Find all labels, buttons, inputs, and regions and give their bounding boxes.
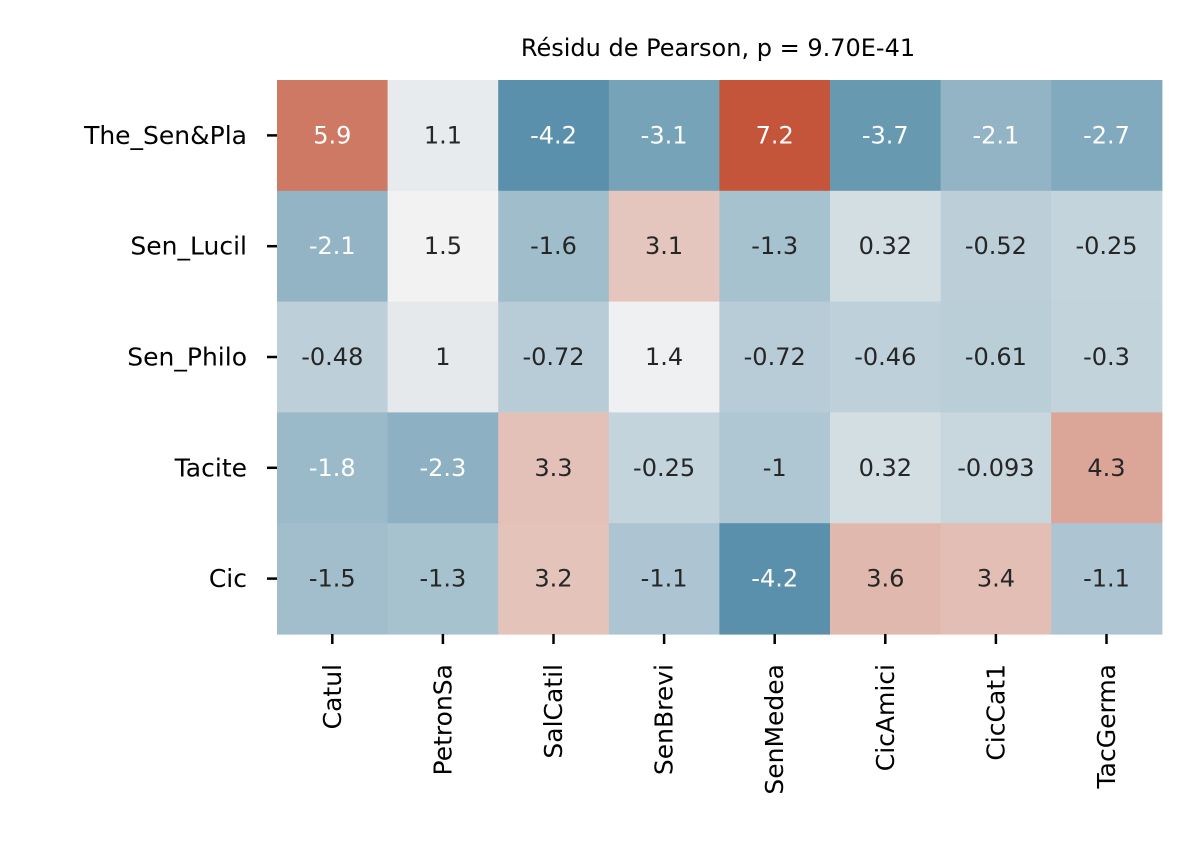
cell-value-label: 3.3 xyxy=(534,454,572,482)
heatmap-cell xyxy=(830,523,942,635)
cell-value-label: -0.25 xyxy=(633,454,695,482)
heatmap-cell xyxy=(608,412,720,524)
cell-value-label: 1.5 xyxy=(424,232,462,260)
heatmap-cell xyxy=(387,190,499,303)
heatmap-cell xyxy=(498,412,610,524)
heatmap-cell xyxy=(719,523,831,635)
heatmap-cell xyxy=(498,301,610,413)
heatmap-cell xyxy=(608,301,720,413)
cell-value-label: -1.3 xyxy=(419,565,466,593)
heatmap-cell xyxy=(940,301,1052,413)
heatmap-cell xyxy=(719,190,831,303)
heatmap-cell xyxy=(1051,412,1163,524)
heatmap-cell xyxy=(608,190,720,303)
cell-value-label: -0.25 xyxy=(1075,232,1137,260)
heatmap-cell xyxy=(608,80,720,192)
cell-value-label: 3.2 xyxy=(534,565,572,593)
row-labels: The_Sen&Pla Sen_Lucil Sen_Philo Tacite Cic xyxy=(83,121,277,593)
cell-value-label: -0.61 xyxy=(965,343,1027,371)
cell-value-label: -0.52 xyxy=(965,232,1027,260)
column-label: PetronSa xyxy=(428,664,457,775)
heatmap-cell xyxy=(940,412,1052,524)
cell-value-label: -0.3 xyxy=(1083,343,1130,371)
cell-value-label: -2.7 xyxy=(1083,121,1130,149)
heatmap-cell xyxy=(498,190,610,303)
heatmap-cell xyxy=(940,80,1052,192)
column-label: TacGerma xyxy=(1092,664,1121,789)
heatmap-cell xyxy=(940,190,1052,303)
cell-value-label: 1 xyxy=(435,343,450,371)
heatmap-cell xyxy=(498,523,610,635)
column-label: SalCatil xyxy=(539,664,568,759)
cell-value-label: -0.093 xyxy=(957,454,1034,482)
heatmap-cell xyxy=(1051,80,1163,192)
row-label: Sen_Lucil xyxy=(130,232,247,261)
column-label: SenMedea xyxy=(760,664,789,795)
cell-value-label: -1.1 xyxy=(641,565,688,593)
row-label: Sen_Philo xyxy=(127,343,247,372)
heatmap-cell xyxy=(608,523,720,635)
heatmap-cell xyxy=(830,301,942,413)
column-label: SenBrevi xyxy=(650,664,679,775)
heatmap-cell xyxy=(277,412,389,524)
heatmap-cell xyxy=(719,80,831,192)
heatmap-cell xyxy=(830,80,942,192)
cell-value-label: -1 xyxy=(763,454,787,482)
heatmap-cell xyxy=(830,190,942,303)
cell-value-label: -1.5 xyxy=(309,565,356,593)
cell-value-label: 3.4 xyxy=(977,565,1015,593)
column-label: CicAmici xyxy=(871,664,900,771)
heatmap-cell xyxy=(1051,190,1163,303)
cell-value-label: -1.8 xyxy=(309,454,356,482)
cell-value-label: 3.1 xyxy=(645,232,683,260)
cell-value-label: -4.2 xyxy=(751,565,798,593)
cell-value-label: -0.72 xyxy=(522,343,584,371)
cell-value-label: -0.72 xyxy=(744,343,806,371)
cell-value-label: -2.3 xyxy=(419,454,466,482)
heatmap-cell xyxy=(940,523,1052,635)
cell-value-label: -1.6 xyxy=(530,232,577,260)
cell-value-label: -2.1 xyxy=(309,232,356,260)
heatmap-cell xyxy=(719,412,831,524)
cell-value-label: 0.32 xyxy=(859,232,912,260)
heatmap-cell xyxy=(277,80,389,192)
heatmap-cell xyxy=(277,190,389,303)
cell-value-label: -1.1 xyxy=(1083,565,1130,593)
heatmap-cell xyxy=(277,523,389,635)
column-labels: Catul PetronSa SalCatil SenBrevi SenMedea Cic… xyxy=(318,634,1121,795)
heatmap-cell xyxy=(1051,301,1163,413)
heatmap-cell xyxy=(498,80,610,192)
heatmap-cell xyxy=(719,301,831,413)
cell-value-label: 1.4 xyxy=(645,343,683,371)
cell-value-label: 1.1 xyxy=(424,121,462,149)
cell-value-label: -3.7 xyxy=(862,121,909,149)
cell-value-label: 7.2 xyxy=(756,121,794,149)
cell-value-label: -0.46 xyxy=(854,343,916,371)
heatmap-cell xyxy=(1051,523,1163,635)
cell-value-label: -4.2 xyxy=(530,121,577,149)
heatmap-cell xyxy=(277,301,389,413)
cell-value-label: -1.3 xyxy=(751,232,798,260)
cell-value-label: -2.1 xyxy=(972,121,1019,149)
column-label: CicCat1 xyxy=(981,664,1010,761)
row-label: Cic xyxy=(209,564,247,593)
cell-value-label: -0.48 xyxy=(301,343,363,371)
cell-value-label: -3.1 xyxy=(641,121,688,149)
cell-value-label: 4.3 xyxy=(1087,454,1125,482)
heatmap-cell xyxy=(387,412,499,524)
heatmap-cells: 5.9 1.1 -4.2 -3.1 7.2 -3.7 -2.1 -2.7 -2.1 1.5 -1.6… xyxy=(277,80,1163,635)
chart-title: Résidu de Pearson, p = 9.70E-41 xyxy=(521,34,915,62)
heatmap-cell xyxy=(387,80,499,192)
heatmap-cell xyxy=(387,301,499,413)
cell-value-label: 5.9 xyxy=(313,121,351,149)
cell-value-label: 3.6 xyxy=(866,565,904,593)
heatmap-cell xyxy=(387,523,499,635)
cell-value-label: 0.32 xyxy=(859,454,912,482)
column-label: Catul xyxy=(318,664,347,729)
heatmap-cell xyxy=(830,412,942,524)
row-label: The_Sen&Pla xyxy=(83,121,247,150)
row-label: Tacite xyxy=(174,453,247,482)
